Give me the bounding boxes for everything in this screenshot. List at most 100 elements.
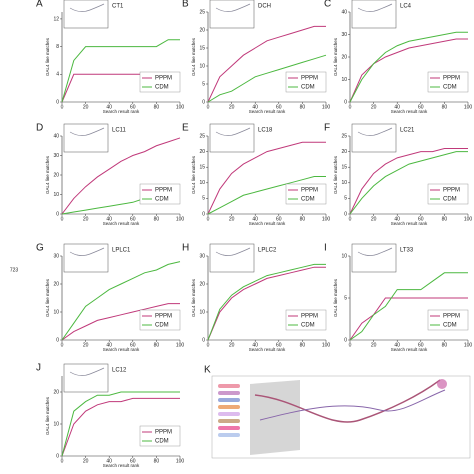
x-axis-label: Search result rank (249, 221, 286, 226)
y-axis-label: GAL4 line matches (191, 155, 196, 194)
x-tick-label: 40 (252, 342, 258, 348)
y-tick-label: 0 (56, 453, 59, 459)
x-tick-label: 20 (83, 458, 89, 464)
y-tick-label: 0 (344, 337, 347, 343)
panel-letter: I (324, 243, 327, 254)
legend-label: CDM (301, 323, 315, 329)
panel-title: DCH (258, 4, 271, 10)
y-tick-label: 30 (341, 32, 347, 38)
x-tick-label: 20 (229, 342, 235, 348)
x-tick-label: 60 (130, 342, 136, 348)
series-line (349, 31, 468, 103)
x-tick-label: 60 (276, 216, 282, 222)
x-tick-label: 20 (229, 216, 235, 222)
x-tick-label: 0 (207, 342, 210, 348)
x-tick-label: 100 (464, 104, 473, 110)
y-axis-label: GAL4 line matches (191, 278, 196, 317)
inset-image (63, 0, 109, 29)
series-line (207, 176, 326, 215)
inset-neuron (215, 127, 251, 136)
legend-label: CDM (443, 323, 457, 329)
x-tick-label: 100 (176, 458, 185, 464)
panel: J 0 10 20 0 20 40 60 80 100 Search result rank GAL4… (36, 363, 184, 469)
page-number: 723 (10, 267, 19, 273)
y-axis-label: GAL4 line matches (45, 37, 50, 76)
x-tick-label: 40 (252, 104, 258, 110)
y-axis-label: GAL4 line matches (45, 396, 50, 435)
panel-letter: F (324, 123, 330, 134)
y-tick-label: 40 (53, 133, 59, 139)
y-tick-label: 25 (199, 133, 205, 139)
y-tick-label: 4 (56, 72, 59, 78)
x-tick-label: 0 (349, 104, 352, 110)
x-tick-label: 0 (349, 342, 352, 348)
y-tick-label: 15 (341, 165, 347, 171)
x-axis-label: Search result rank (249, 347, 286, 352)
y-tick-label: 10 (341, 77, 347, 83)
inset-neuron (69, 127, 105, 136)
y-tick-label: 0 (202, 211, 205, 217)
legend-label: PPPM (443, 314, 460, 320)
series-line (349, 38, 468, 103)
x-tick-label: 80 (442, 216, 448, 222)
y-tick-label: 10 (53, 421, 59, 427)
panel-title: LC18 (258, 128, 273, 134)
x-tick-label: 40 (106, 342, 112, 348)
x-tick-label: 40 (106, 458, 112, 464)
series-line (207, 141, 326, 215)
x-tick-label: 60 (418, 216, 424, 222)
series-line (207, 266, 326, 341)
series-line (61, 391, 180, 457)
legend-label: PPPM (155, 430, 172, 436)
y-axis-label: GAL4 line matches (333, 155, 338, 194)
y-tick-label: 20 (53, 389, 59, 395)
y-tick-label: 20 (199, 149, 205, 155)
panel: G 0 10 20 30 0 20 40 60 80 100 Search result rank GA… (36, 243, 184, 353)
legend-label: CDM (301, 85, 315, 91)
panel-title: LC4 (400, 4, 412, 10)
x-tick-label: 80 (154, 104, 160, 110)
x-tick-label: 80 (154, 458, 160, 464)
y-tick-label: 10 (53, 309, 59, 315)
y-tick-label: 25 (341, 133, 347, 139)
legend-label: CDM (155, 439, 169, 445)
x-tick-label: 100 (176, 104, 185, 110)
x-tick-label: 0 (207, 104, 210, 110)
y-tick-label: 10 (199, 180, 205, 186)
series-line (61, 303, 180, 341)
x-tick-label: 100 (322, 342, 331, 348)
inset-neuron (357, 127, 393, 136)
y-tick-label: 10 (341, 253, 347, 259)
y-tick-label: 10 (341, 180, 347, 186)
y-tick-label: 20 (53, 281, 59, 287)
panel: A 0 4 8 12 0 20 40 60 80 100 Search result rank GAL4… (36, 0, 184, 114)
panel-letter: E (182, 123, 189, 134)
x-axis-label: Search result rank (103, 109, 140, 114)
x-tick-label: 80 (300, 342, 306, 348)
y-tick-label: 30 (53, 253, 59, 259)
legend-label: PPPM (155, 314, 172, 320)
y-axis-label: GAL4 line matches (45, 155, 50, 194)
y-tick-label: 0 (56, 99, 59, 105)
x-tick-label: 40 (106, 104, 112, 110)
y-tick-label: 20 (341, 149, 347, 155)
y-tick-label: 10 (199, 63, 205, 69)
series-line (349, 297, 468, 341)
inset-neuron (69, 3, 105, 12)
series-line (349, 151, 468, 215)
y-tick-label: 10 (53, 192, 59, 198)
inset-neuron (215, 3, 251, 12)
panel-letter: H (182, 243, 189, 254)
inset-neuron (215, 247, 251, 256)
y-tick-label: 20 (53, 172, 59, 178)
x-tick-label: 0 (61, 216, 64, 222)
y-tick-label: 5 (344, 196, 347, 202)
panel-title: LC21 (400, 128, 415, 134)
y-tick-label: 30 (53, 153, 59, 159)
y-tick-label: 20 (199, 281, 205, 287)
y-tick-label: 0 (202, 337, 205, 343)
series-line (61, 397, 180, 457)
inset-image (351, 243, 397, 273)
y-tick-label: 5 (202, 81, 205, 87)
